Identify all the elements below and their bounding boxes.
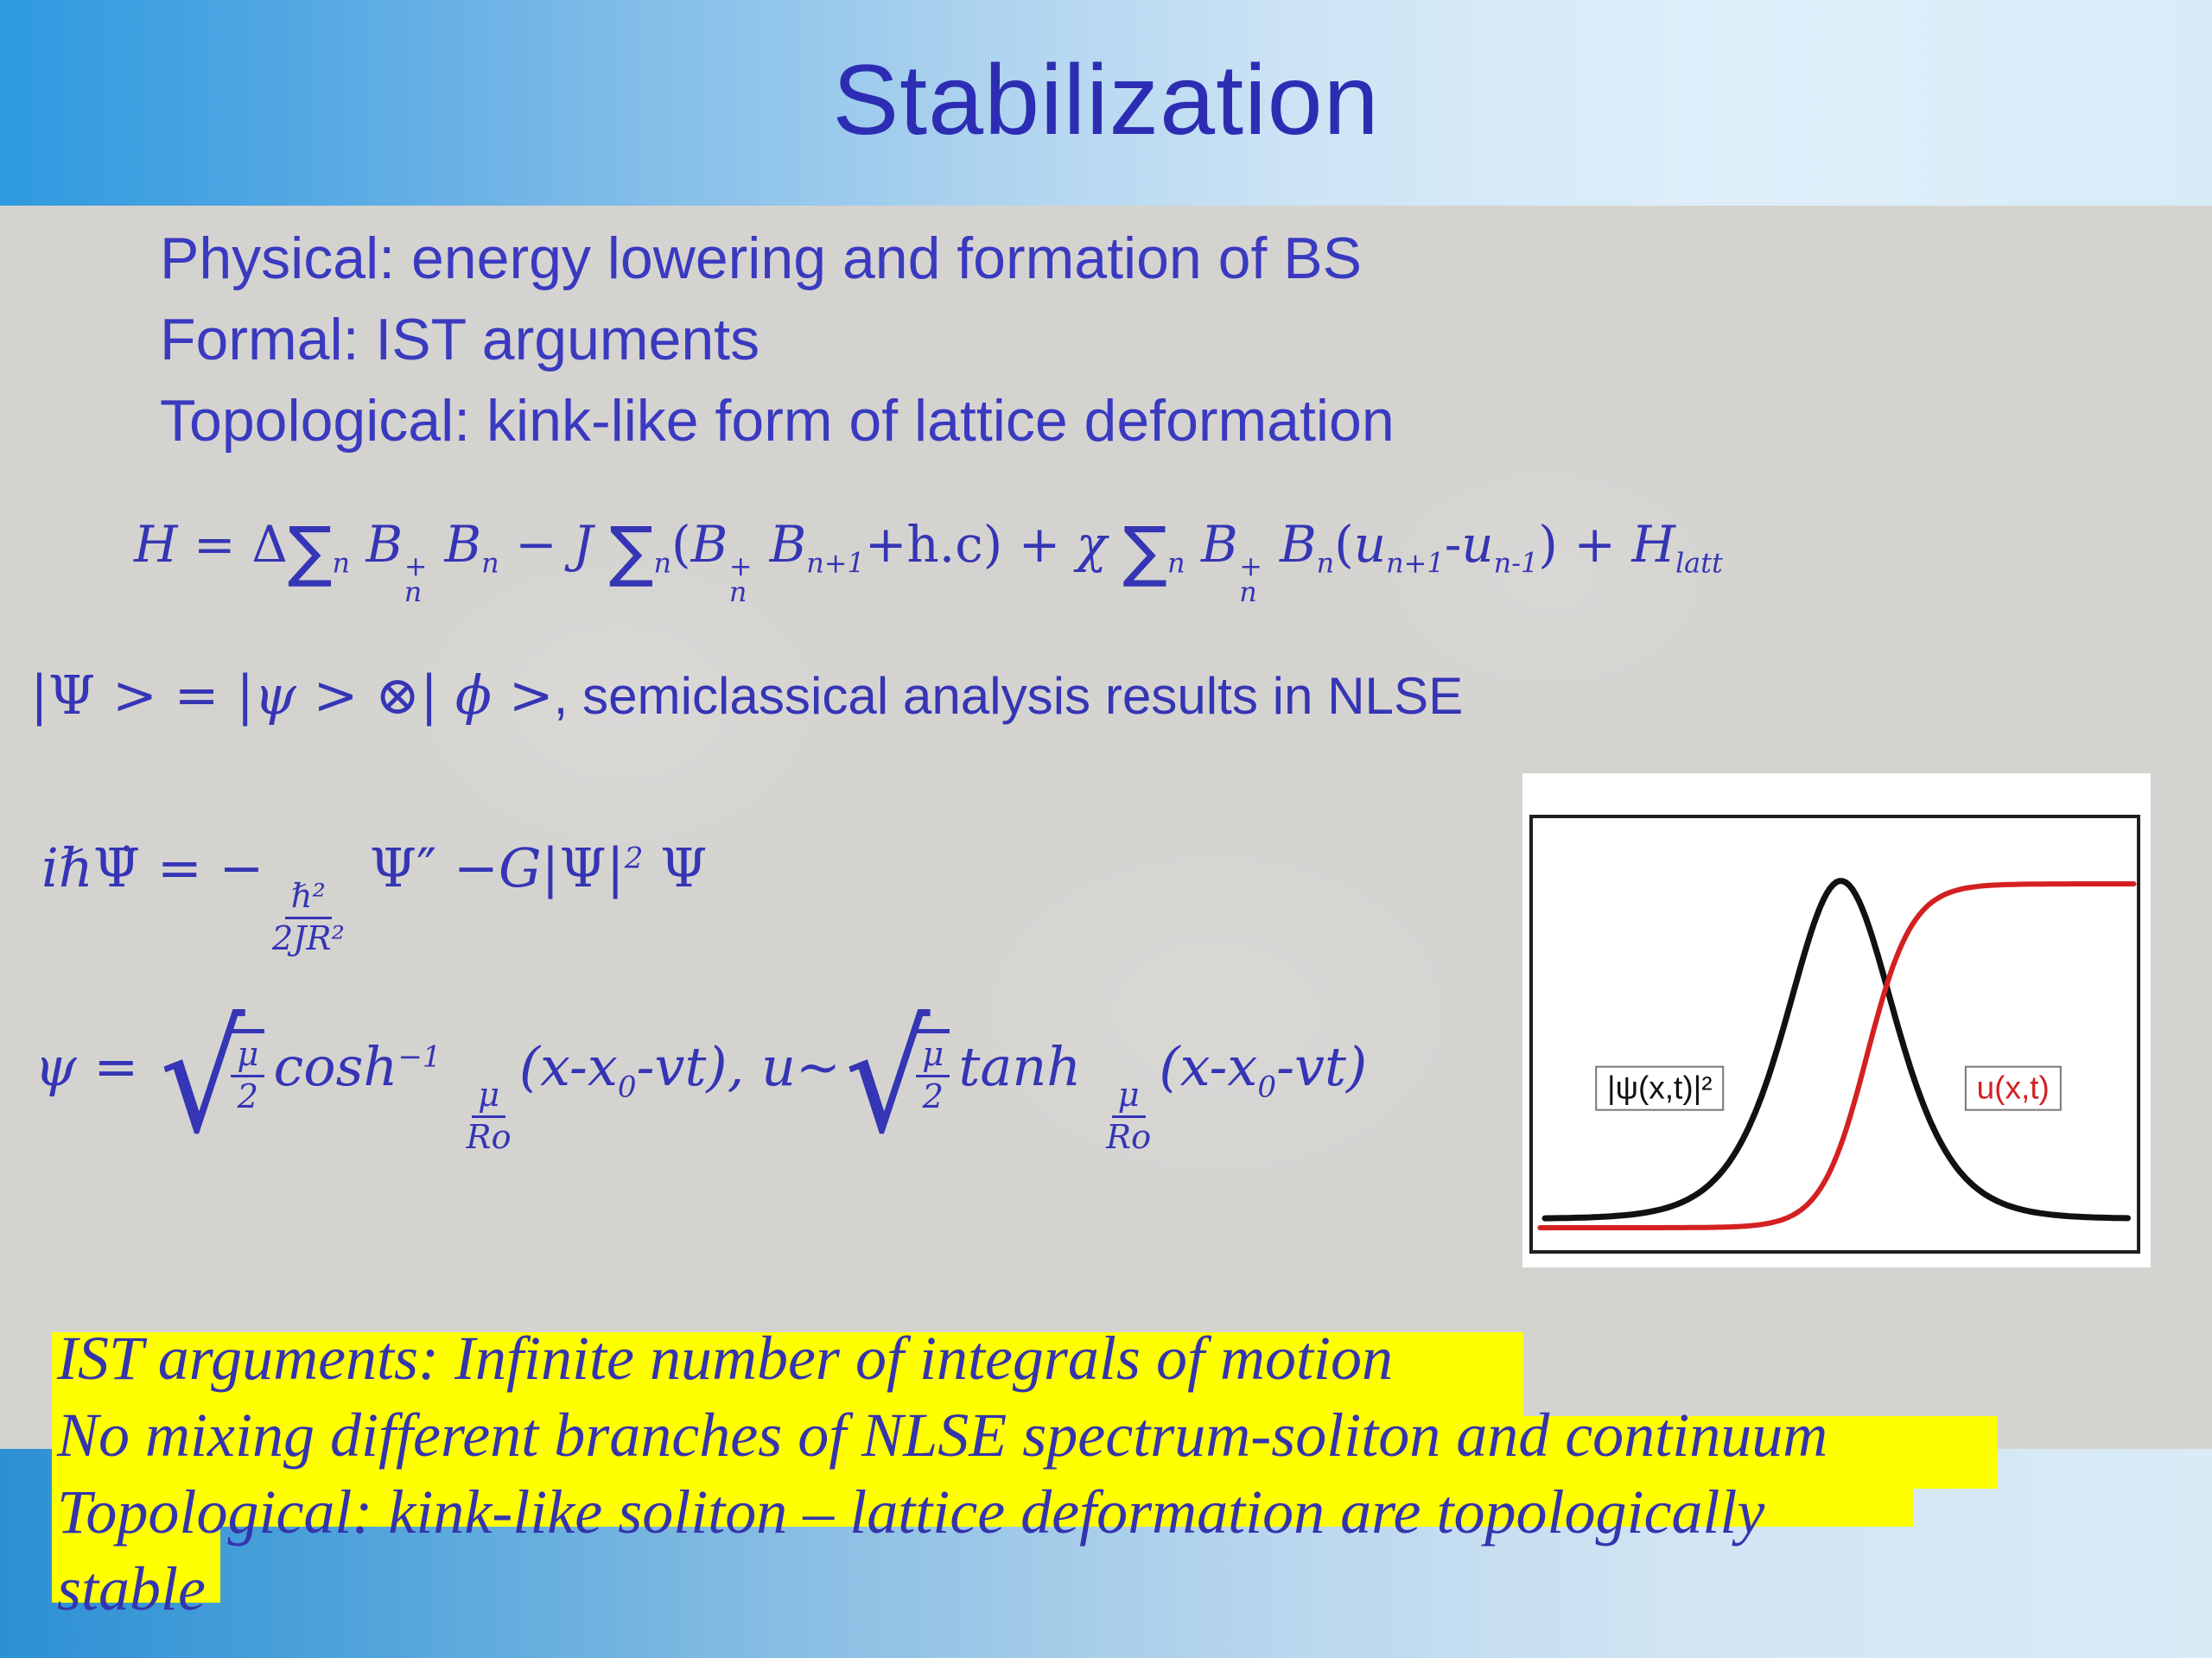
equation-wavefunction-ansatz: |Ψ > = |ψ > ⊗| ϕ >, semiclassical analys…: [30, 664, 1464, 727]
bullet-topological: Topological: kink-like form of lattice d…: [160, 388, 1395, 454]
equation-hamiltonian: H = Δ∑n B + n Bn − J ∑n(B + n Bn+1+h.c) + χ …: [134, 512, 1723, 609]
highlight-text-block: IST arguments: Infinite number of integr…: [57, 1320, 1827, 1628]
page-title: Stabilization: [832, 45, 1380, 156]
highlight-line: Topological: kink-like soliton – lattice…: [57, 1477, 1765, 1547]
title-band: [0, 0, 2212, 206]
chart-plot-area: |ψ(x,t)|² u(x,t): [1529, 815, 2140, 1254]
highlight-rect: [52, 1489, 1914, 1527]
highlight-line: No mixing different branches of NLSE spe…: [57, 1401, 1828, 1470]
bullet-physical: Physical: energy lowering and formation …: [160, 226, 1362, 291]
highlight-rect: [52, 1416, 1998, 1489]
u-label: u(x,t): [1964, 1065, 2062, 1111]
equation-nlse: iℏΨ̇ = − ℏ² 2JR² Ψ″ −G|Ψ|2 Ψ: [41, 836, 708, 958]
soliton-kink-chart: [1537, 878, 2137, 1230]
u-kink-curve: [1537, 881, 2137, 1230]
bullet-formal: Formal: IST arguments: [160, 307, 760, 372]
psi-squared-curve: [1541, 878, 2131, 1222]
highlight-line: IST arguments: Infinite number of integr…: [57, 1324, 1393, 1393]
bullet-list: Physical: energy lowering and formation …: [160, 218, 1395, 461]
highlight-line: stable: [57, 1554, 206, 1623]
highlight-rect: [52, 1527, 220, 1603]
highlight-rect: [52, 1332, 1523, 1416]
psi-squared-label: |ψ(x,t)|²: [1594, 1065, 1725, 1111]
chart-panel: |ψ(x,t)|² u(x,t): [1522, 773, 2151, 1267]
